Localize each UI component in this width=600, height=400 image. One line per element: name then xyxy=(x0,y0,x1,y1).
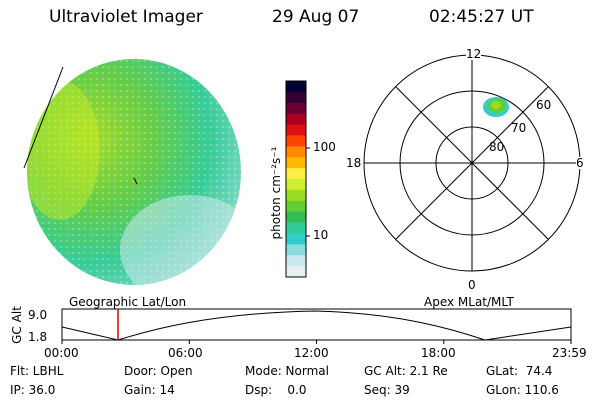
altitude-curve xyxy=(61,310,572,341)
colorbar xyxy=(285,80,310,278)
colorbar-segment xyxy=(286,168,306,180)
colorbar-segment xyxy=(286,233,306,245)
colorbar-segment xyxy=(286,189,306,202)
geographic-label: Geographic Lat/Lon xyxy=(69,295,187,309)
mlt-label-12: 12 xyxy=(466,47,482,61)
colorbar-segment xyxy=(286,113,306,126)
colorbar-border xyxy=(285,80,307,278)
x-tick-0000: 00:00 xyxy=(44,346,79,360)
status-door: Door: Open xyxy=(124,364,193,378)
lat-label-60: 60 xyxy=(536,98,552,112)
colorbar-segment xyxy=(286,102,306,115)
colorbar-segment xyxy=(286,200,306,213)
colorbar-segment xyxy=(286,146,306,158)
instrument-title: Ultraviolet Imager xyxy=(49,7,203,27)
terminator-mark xyxy=(133,177,138,185)
y-min-label: 1.8 xyxy=(28,330,48,344)
x-tick-1800: 18:00 xyxy=(421,346,456,360)
status-ip: IP: 36.0 xyxy=(10,383,56,397)
colorbar-segment xyxy=(286,81,306,93)
colorbar-segment xyxy=(286,135,306,147)
mlt-label-18: 18 xyxy=(346,156,362,170)
x-tick-2359: 23:59 xyxy=(552,346,587,360)
colorbar-segment xyxy=(286,244,306,256)
status-gain: Gain: 14 xyxy=(124,383,175,397)
x-tick-1200: 12:00 xyxy=(294,346,329,360)
mlt-label-6: 6 xyxy=(576,156,584,170)
colorbar-segment xyxy=(286,157,306,169)
limb-line xyxy=(23,66,64,169)
colorbar-segment xyxy=(286,222,306,234)
lat-label-80: 80 xyxy=(489,140,505,154)
date-label: 29 Aug 07 xyxy=(272,7,360,27)
status-mode: Mode: Normal xyxy=(245,364,329,378)
earth-image xyxy=(23,59,241,285)
lat-label-70: 70 xyxy=(511,121,527,135)
y-axis-label: GC Alt xyxy=(10,306,24,344)
colorbar-segment xyxy=(286,211,306,224)
colorbar-segment xyxy=(286,255,306,267)
time-label: 02:45:27 UT xyxy=(429,7,534,27)
colorbar-segment xyxy=(286,124,306,136)
colorbar-segment xyxy=(286,179,306,191)
altitude-timeline xyxy=(61,308,572,344)
status-dsp: Dsp: 0.0 xyxy=(245,383,307,397)
status-glat: GLat: 74.4 xyxy=(486,364,553,378)
polar-plot xyxy=(363,54,581,272)
colorbar-tick-10: 10 xyxy=(313,228,329,242)
x-tick-0600: 06:00 xyxy=(168,346,203,360)
colorbar-segment xyxy=(286,91,306,104)
mlt-label-0: 0 xyxy=(468,278,476,292)
status-glon: GLon: 110.6 xyxy=(486,383,559,397)
status-seq: Seq: 39 xyxy=(364,383,410,397)
status-gc-alt: GC Alt: 2.1 Re xyxy=(364,364,448,378)
status-filter: Flt: LBHL xyxy=(10,364,64,378)
colorbar-segment xyxy=(286,266,306,278)
apex-label: Apex MLat/MLT xyxy=(424,295,514,309)
y-max-label: 9.0 xyxy=(28,308,48,322)
colorbar-unit-label: photon cm⁻²s⁻¹ xyxy=(269,146,283,240)
colorbar-tick-100: 100 xyxy=(313,140,336,154)
auroral-blob xyxy=(483,97,509,117)
